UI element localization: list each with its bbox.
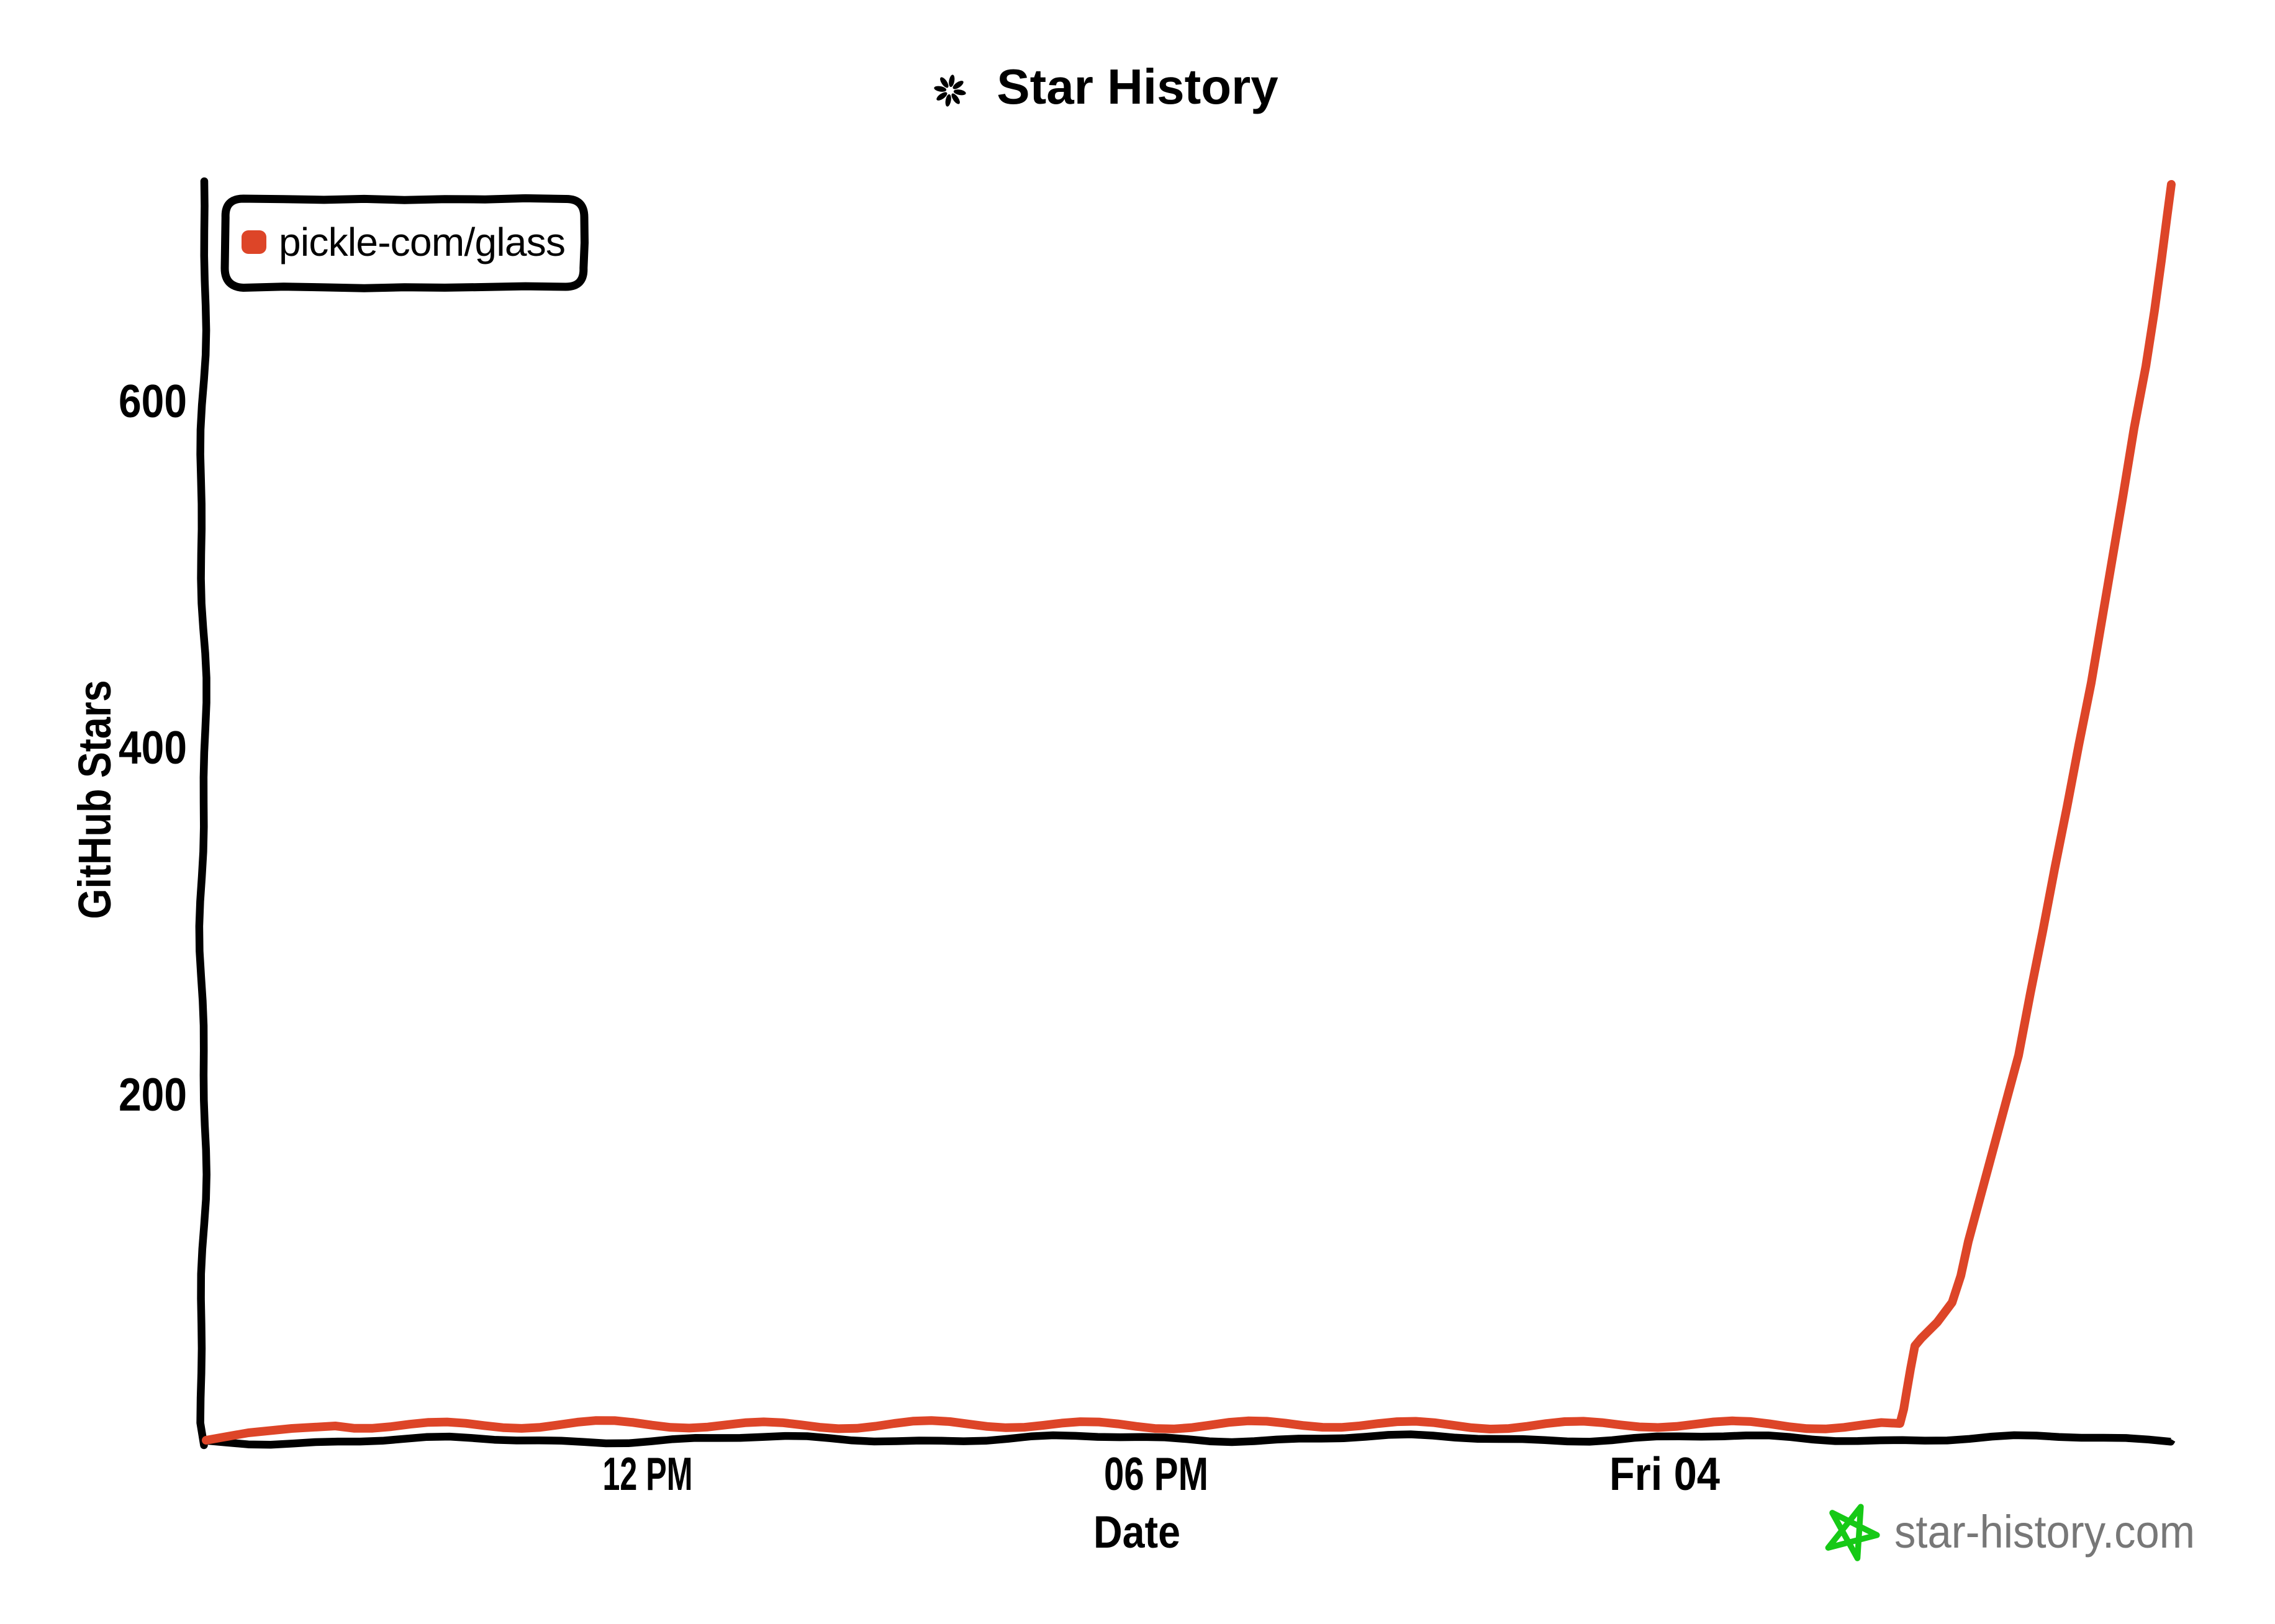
svg-text:200: 200 — [119, 1068, 187, 1121]
svg-text:Date: Date — [1093, 1507, 1180, 1558]
svg-text:600: 600 — [119, 375, 187, 427]
svg-text:06 PM: 06 PM — [1104, 1448, 1208, 1500]
svg-text:pickle-com/glass: pickle-com/glass — [279, 220, 566, 264]
svg-text:Fri 04: Fri 04 — [1609, 1448, 1720, 1500]
svg-text:star-history.com: star-history.com — [1894, 1506, 2195, 1558]
svg-text:Star History: Star History — [997, 59, 1278, 114]
svg-text:12 PM: 12 PM — [603, 1448, 693, 1500]
svg-text:GitHub Stars: GitHub Stars — [69, 680, 120, 919]
svg-text:400: 400 — [119, 721, 187, 774]
